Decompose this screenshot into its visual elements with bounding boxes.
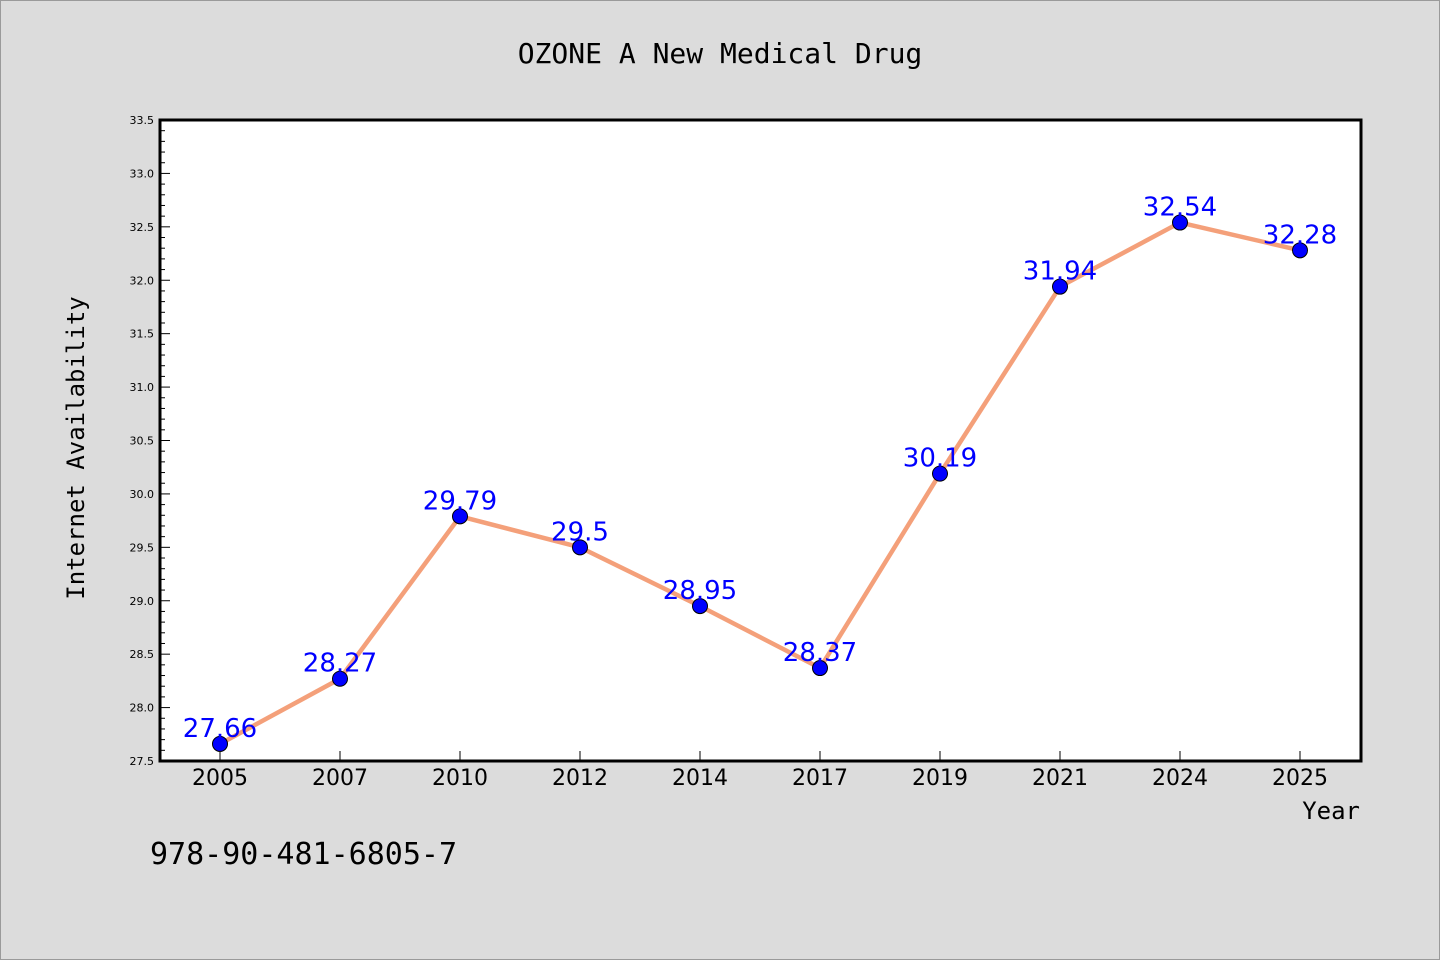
x-tick-label: 2007 <box>312 766 368 791</box>
x-tick-label: 2025 <box>1272 766 1328 791</box>
data-label: 28.27 <box>303 649 377 679</box>
data-label: 28.95 <box>663 576 737 606</box>
y-tick-label: 32.5 <box>130 221 155 234</box>
data-label: 32.28 <box>1263 220 1337 250</box>
y-tick-label: 32.0 <box>130 274 155 287</box>
data-label: 30.19 <box>903 444 977 474</box>
series-line <box>217 220 1303 747</box>
data-point <box>452 508 468 525</box>
chart-title: OZONE A New Medical Drug <box>518 37 923 70</box>
y-tick-label: 31.5 <box>130 328 155 341</box>
x-tick-label: 2019 <box>912 766 968 791</box>
x-axis: 2005 2007 2010 2012 2014 2017 2019 2021 2024 2025 <box>192 751 1328 791</box>
data-label: 27.66 <box>183 714 257 744</box>
data-label: 32.54 <box>1143 193 1217 223</box>
x-axis-label: Year <box>1302 797 1360 825</box>
data-point <box>1172 214 1188 231</box>
data-point <box>212 735 228 752</box>
y-tick-label: 33.0 <box>130 167 155 180</box>
data-point <box>692 598 708 615</box>
series-layer <box>217 220 1303 747</box>
y-tick-label: 33.5 <box>130 114 155 127</box>
y-tick-label: 28.0 <box>130 702 155 715</box>
y-tick-label: 31.0 <box>130 381 155 394</box>
marker-layer <box>212 214 1308 752</box>
x-tick-label: 2005 <box>192 766 248 791</box>
data-point <box>812 660 828 677</box>
y-axis: 27.5 28.0 28.5 29.0 29.5 30.0 30.5 31.0 31.5 32.0… <box>130 114 170 768</box>
y-tick-label: 30.0 <box>130 488 155 501</box>
data-label: 29.79 <box>423 486 497 516</box>
x-tick-label: 2017 <box>792 766 848 791</box>
y-tick-label: 28.5 <box>130 648 155 661</box>
data-label: 31.94 <box>1023 257 1097 287</box>
y-tick-label: 27.5 <box>130 755 155 768</box>
x-tick-label: 2024 <box>1152 766 1208 791</box>
y-axis-label: Internet Availability <box>62 296 90 599</box>
y-tick-label: 29.5 <box>130 541 155 554</box>
x-tick-label: 2021 <box>1032 766 1088 791</box>
data-point <box>332 670 348 687</box>
data-point <box>572 539 588 556</box>
y-tick-label: 30.5 <box>130 435 155 448</box>
y-tick-label: 29.0 <box>130 595 155 608</box>
data-label-layer: 27.66 28.27 29.79 29.5 28.95 28.37 30.19 31.94 3… <box>183 193 1337 744</box>
data-label: 28.37 <box>783 638 857 668</box>
data-label: 29.5 <box>551 517 609 547</box>
x-tick-label: 2014 <box>672 766 728 791</box>
x-tick-label: 2012 <box>552 766 608 791</box>
isbn-text: 978-90-481-6805-7 <box>150 837 457 872</box>
data-point <box>1292 242 1308 259</box>
data-point <box>932 465 948 482</box>
x-tick-label: 2010 <box>432 766 488 791</box>
data-point <box>1052 278 1068 295</box>
